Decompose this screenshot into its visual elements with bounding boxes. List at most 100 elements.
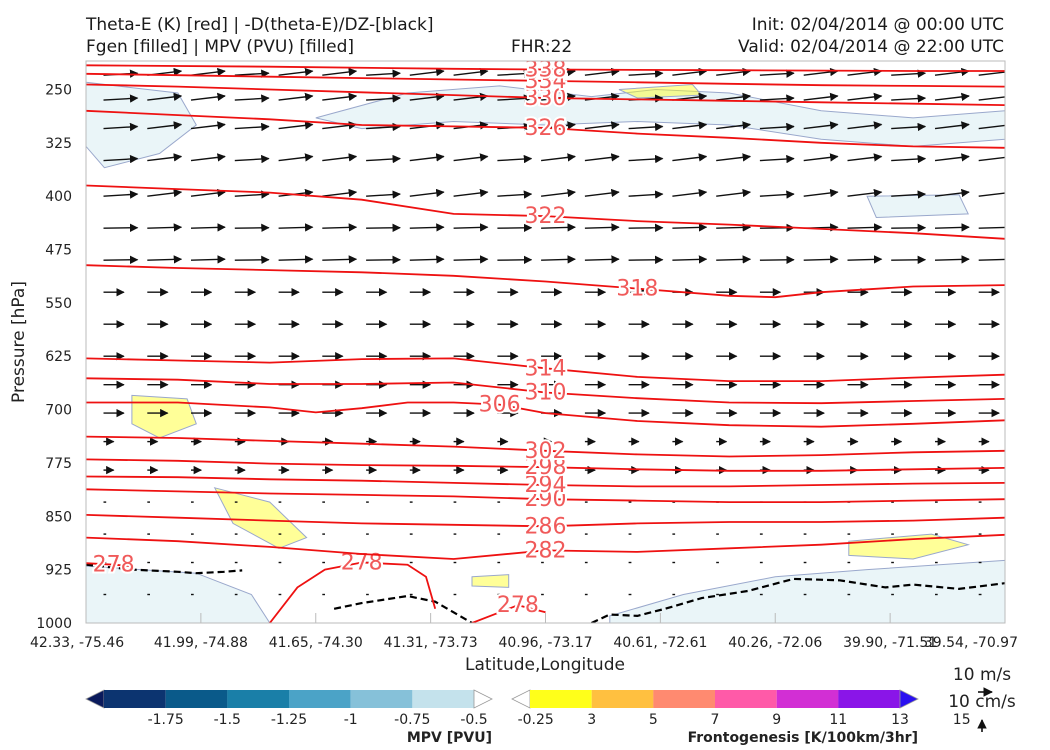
- wind-vector: [891, 223, 927, 233]
- wind-vector: [366, 223, 401, 233]
- wind-vector: [497, 154, 533, 164]
- fgen-colorbar-label: Frontogenesis [K/100km/3hr]: [688, 730, 918, 746]
- wind-scale-horizontal-label: 10 m/s: [953, 665, 1011, 685]
- mpv-colorbar-segment: [289, 690, 351, 708]
- shaded-region-6: [213, 487, 308, 549]
- wind-vector: [584, 223, 620, 232]
- theta-e-contour-326: [86, 109, 1005, 149]
- wind-vector: [934, 255, 970, 264]
- wind-vector: [934, 92, 970, 102]
- x-tick-label: 40.26, -72.06: [728, 635, 822, 651]
- mpv-colorbar-tick-label: -1.25: [271, 712, 307, 728]
- wind-vector: [234, 69, 270, 78]
- wind-vector: [803, 92, 839, 102]
- wind-vector: [584, 153, 620, 162]
- fgen-colorbar-tick-label: 11: [829, 712, 847, 728]
- mpv-colorbar-tick-label: -0.5: [460, 712, 487, 728]
- wind-vector: [147, 223, 183, 232]
- wind-vector: [934, 153, 970, 162]
- valid-time: Valid: 02/04/2014 @ 22:00 UTC: [738, 37, 1004, 57]
- fgen-colorbar-tick-label: 7: [711, 712, 720, 728]
- wind-vector: [497, 94, 533, 103]
- mpv-colorbar-segment: [165, 690, 228, 708]
- wind-vector: [759, 122, 795, 132]
- mpv-colorbar-segment: [350, 690, 413, 708]
- fgen-colorbar-tick-label: 3: [587, 712, 596, 728]
- fgen-colorbar-tick-label: 9: [772, 712, 781, 728]
- wind-vector: [803, 67, 839, 77]
- wind-vector: [190, 255, 226, 264]
- theta-e-contour-306: [86, 401, 1005, 428]
- wind-vector: [584, 67, 620, 77]
- mpv-colorbar-tick-label: -1: [344, 712, 358, 728]
- wind-vector: [234, 94, 270, 103]
- y-tick-label: 325: [45, 136, 72, 152]
- wind-vector: [103, 255, 139, 265]
- theta-e-label: 310: [525, 381, 567, 406]
- wind-vector: [628, 190, 664, 199]
- wind-vector: [366, 122, 401, 132]
- wind-vector: [891, 94, 927, 103]
- wind-vector: [103, 122, 139, 132]
- wind-vector: [278, 67, 314, 77]
- wind-vector: [978, 67, 1005, 77]
- y-tick-label: 550: [45, 296, 72, 312]
- wind-vector: [891, 122, 927, 132]
- wind-vector: [453, 188, 489, 198]
- wind-vector: [672, 255, 708, 264]
- theta-e-label: 298: [525, 455, 567, 480]
- y-tick-label: 925: [45, 563, 72, 579]
- wind-vector: [103, 154, 139, 164]
- wind-vector: [409, 223, 445, 232]
- fgen-colorbar-tick-label: 15: [953, 712, 971, 728]
- mpv-colorbar-tick-label: -0.75: [394, 712, 430, 728]
- wind-vector: [234, 223, 270, 233]
- wind-vector: [759, 154, 795, 164]
- wind-vector: [716, 121, 752, 130]
- wind-vector: [672, 121, 708, 130]
- wind-vector: [847, 188, 883, 198]
- mpv-colorbar-segment: [104, 690, 166, 708]
- wind-vector: [847, 153, 883, 162]
- wind-vector: [234, 255, 270, 265]
- theta-e-label: 290: [525, 487, 567, 512]
- theta-e-label: 286: [525, 514, 567, 539]
- wind-vector: [978, 92, 1005, 102]
- wind-vector: [672, 67, 708, 77]
- wind-vector: [147, 121, 183, 130]
- theta-e-contour-314: [86, 357, 1005, 382]
- theta-e-contour-278: [86, 562, 132, 567]
- wind-vector: [278, 153, 314, 162]
- wind-vector: [716, 255, 752, 264]
- x-tick-label: 41.99, -74.88: [154, 635, 248, 651]
- y-tick-label: 775: [45, 456, 72, 472]
- y-tick-label: 250: [45, 83, 72, 99]
- theta-e-contour-302: [86, 435, 1005, 458]
- forecast-hour: FHR:22: [511, 37, 573, 57]
- theta-e-label: 338: [525, 58, 567, 83]
- theta-e-label: 278: [497, 593, 539, 618]
- theta-e-label: 330: [525, 86, 567, 111]
- wind-vector: [628, 223, 664, 233]
- y-tick-label: 475: [45, 243, 72, 259]
- wind-vector: [978, 188, 1005, 198]
- wind-vector: [190, 92, 226, 102]
- fgen-colorbar-segment: [715, 690, 777, 708]
- wind-vector: [234, 154, 270, 164]
- fgen-colorbar-segment: [653, 690, 715, 708]
- y-tick-label: 700: [45, 403, 72, 419]
- y-axis-label: Pressure [hPa]: [9, 281, 29, 403]
- fgen-colorbar-segment: [530, 690, 592, 708]
- wind-vector: [847, 255, 883, 264]
- wind-vector: [497, 190, 533, 199]
- wind-vector: [541, 67, 576, 77]
- shaded-region-2: [866, 194, 969, 219]
- wind-vector: [147, 188, 183, 198]
- wind-vector: [934, 188, 970, 198]
- wind-vector: [759, 69, 795, 78]
- wind-vector: [453, 153, 489, 162]
- instability-contour-0: [86, 563, 243, 575]
- theta-e-contour-322: [86, 184, 1005, 240]
- wind-vector: [541, 153, 576, 162]
